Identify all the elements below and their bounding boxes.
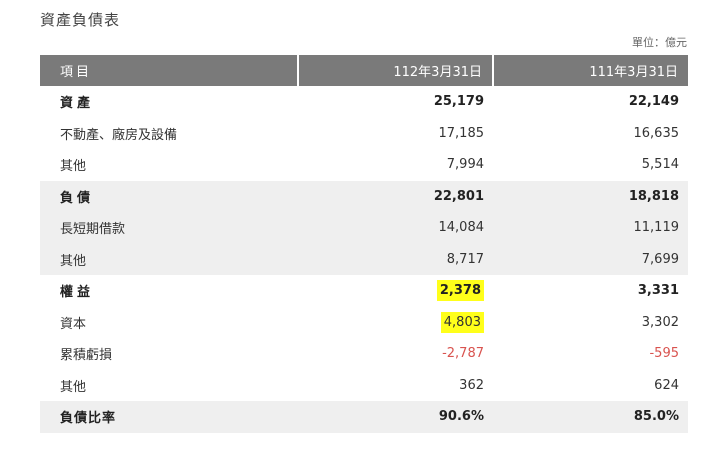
table-row: 權益 2,378 3,331 (40, 275, 688, 307)
row-value-1: -2,787 (442, 346, 484, 362)
row-value-2: 5,514 (641, 157, 679, 173)
row-value-2: 7,699 (493, 243, 688, 275)
row-value-1: 7,994 (446, 157, 484, 173)
row-value-2: 16,635 (633, 125, 680, 141)
highlighted-value: 4,803 (440, 311, 484, 333)
row-value-1: 22,801 (298, 180, 493, 212)
row-value-1: 4,803 (298, 307, 493, 339)
row-label: 負債比率 (40, 401, 298, 433)
highlighted-value: 2,378 (436, 280, 484, 302)
row-label: 長短期借款 (40, 212, 298, 244)
row-label: 其他 (60, 159, 87, 175)
table-row: 長短期借款 14,084 11,119 (40, 212, 688, 244)
header-item: 項目 (40, 55, 298, 86)
table-row: 負債比率 90.6% 85.0% (40, 401, 688, 433)
row-label: 資產 (60, 96, 95, 112)
table-row: 累積虧損 -2,787 -595 (40, 338, 688, 370)
row-label: 負債 (40, 180, 298, 212)
row-value-2: 22,149 (628, 94, 679, 110)
table-row: 資產 25,179 22,149 (40, 86, 688, 118)
table-row: 資本 4,803 3,302 (40, 307, 688, 339)
row-value-1: 14,084 (298, 212, 493, 244)
balance-sheet-table: 項目 112年3月31日 111年3月31日 資產 25,179 22,149 … (40, 55, 688, 433)
row-value-2: 18,818 (493, 180, 688, 212)
table-row: 負債 22,801 18,818 (40, 180, 688, 212)
table-header-row: 項目 112年3月31日 111年3月31日 (40, 55, 688, 86)
row-value-2: 11,119 (493, 212, 688, 244)
row-label: 其他 (40, 243, 298, 275)
table-row: 其他 8,717 7,699 (40, 243, 688, 275)
row-label: 累積虧損 (60, 348, 113, 364)
table-row: 不動產、廠房及設備 17,185 16,635 (40, 118, 688, 150)
page-title: 資產負債表 (40, 11, 121, 29)
table-row: 其他 7,994 5,514 (40, 149, 688, 181)
row-value-2: 624 (654, 377, 679, 393)
row-value-2: 3,302 (641, 314, 679, 330)
row-value-1: 2,378 (298, 275, 493, 307)
row-label: 資本 (60, 316, 87, 332)
row-label: 不動產、廠房及設備 (60, 127, 178, 143)
row-value-1: 8,717 (298, 243, 493, 275)
unit-label: 單位：億元 (632, 36, 687, 49)
table-row: 其他 362 624 (40, 370, 688, 402)
row-value-2: 3,331 (637, 283, 679, 299)
row-value-2: -595 (649, 346, 679, 362)
row-label: 其他 (60, 379, 87, 395)
header-period-1: 112年3月31日 (297, 55, 493, 86)
row-value-1: 90.6% (298, 401, 493, 433)
header-period-2: 111年3月31日 (492, 55, 688, 86)
row-value-1: 362 (459, 377, 484, 393)
row-value-1: 25,179 (433, 94, 484, 110)
row-label: 權益 (60, 285, 95, 301)
row-value-2: 85.0% (493, 401, 688, 433)
row-value-1: 17,185 (438, 125, 485, 141)
